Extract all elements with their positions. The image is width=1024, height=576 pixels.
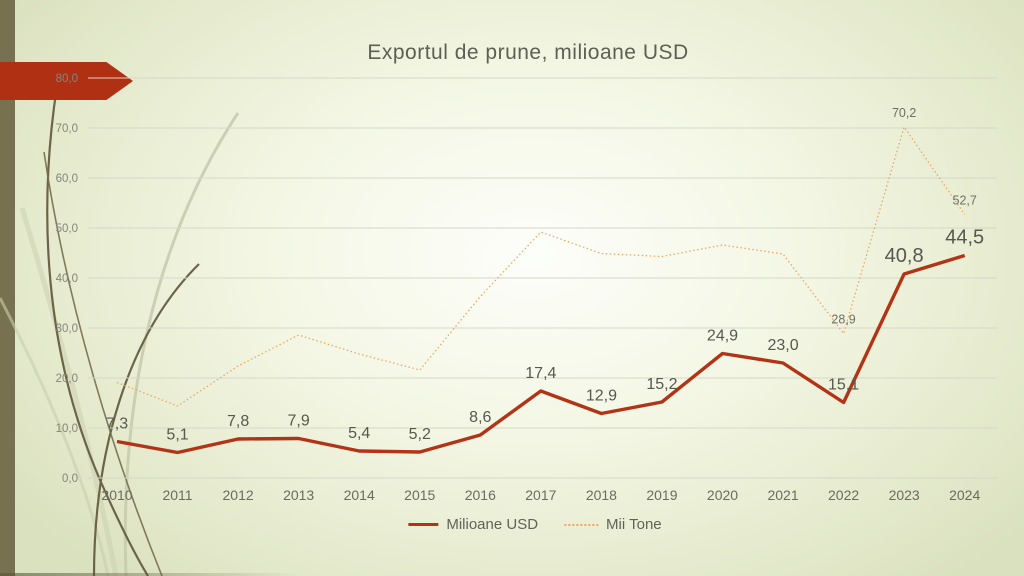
bottom-edge-shadow: [0, 573, 300, 576]
data-label: 5,2: [409, 426, 431, 443]
x-axis-tick-label: 2019: [646, 487, 677, 503]
x-axis-tick-label: 2013: [283, 487, 314, 503]
decorative-curve: [92, 263, 200, 576]
x-axis-tick-label: 2011: [162, 487, 192, 503]
x-axis-tick-label: 2012: [223, 487, 254, 503]
y-axis-tick-label: 80,0: [56, 73, 78, 85]
data-label: 15,2: [646, 376, 677, 393]
data-label: 15,1: [828, 377, 859, 394]
dotted-line-swatch: [564, 523, 599, 526]
decorative-curve: [19, 207, 119, 576]
y-axis-tick-label: 0,0: [62, 473, 78, 485]
x-axis-tick-label: 2010: [101, 487, 132, 503]
left-accent-bar: [0, 0, 15, 576]
y-axis-tick-label: 20,0: [56, 373, 78, 385]
data-label: 23,0: [767, 337, 798, 354]
legend-item-milioane-usd: Milioane USD: [408, 516, 538, 533]
chart-legend: Milioane USD Mii Tone: [408, 516, 662, 533]
x-axis-tick-label: 2023: [889, 487, 920, 503]
y-axis-tick-label: 50,0: [56, 223, 78, 235]
data-label: 17,4: [525, 365, 556, 382]
data-label: 28,9: [831, 313, 855, 327]
y-axis-tick-label: 30,0: [56, 323, 78, 335]
data-label: 70,2: [892, 106, 916, 120]
x-axis-tick-label: 2021: [767, 487, 798, 503]
x-axis-tick-label: 2024: [949, 487, 980, 503]
x-axis-tick-label: 2018: [586, 487, 617, 503]
decorative-curve: [123, 112, 240, 576]
x-axis-tick-label: 2014: [344, 487, 375, 503]
y-axis-tick-label: 10,0: [56, 423, 78, 435]
data-label: 24,9: [707, 328, 738, 345]
data-label: 12,9: [586, 388, 617, 405]
legend-item-mii-tone: Mii Tone: [564, 516, 662, 533]
data-label: 5,1: [166, 427, 188, 444]
data-label: 8,6: [469, 409, 491, 426]
x-axis-tick-label: 2020: [707, 487, 738, 503]
x-axis-tick-label: 2015: [404, 487, 435, 503]
chart-title: Exportul de prune, milioane USD: [367, 41, 689, 64]
decorative-curve: [43, 151, 163, 576]
series-line-milioane-usd: [116, 253, 966, 455]
x-axis-tick-label: 2017: [525, 487, 556, 503]
y-axis-tick-label: 60,0: [56, 173, 78, 185]
data-label: 5,4: [348, 425, 370, 442]
solid-line-swatch: [408, 523, 439, 526]
data-label: 7,3: [106, 416, 128, 433]
data-label: 7,8: [227, 413, 249, 430]
legend-label: Mii Tone: [606, 516, 662, 533]
data-label: 7,9: [288, 413, 310, 430]
legend-label: Milioane USD: [446, 516, 539, 533]
banner-arrow: [0, 62, 133, 100]
y-axis-tick-label: 40,0: [56, 273, 78, 285]
data-label: 40,8: [885, 245, 924, 267]
series-line-mii-tone: [116, 126, 966, 407]
x-axis-tick-label: 2022: [828, 487, 859, 503]
decorative-curve: [0, 297, 110, 576]
x-axis-tick-label: 2016: [465, 487, 496, 503]
data-label: 52,7: [953, 194, 977, 208]
y-axis-tick-label: 70,0: [56, 123, 78, 135]
data-label: 44,5: [945, 227, 984, 249]
